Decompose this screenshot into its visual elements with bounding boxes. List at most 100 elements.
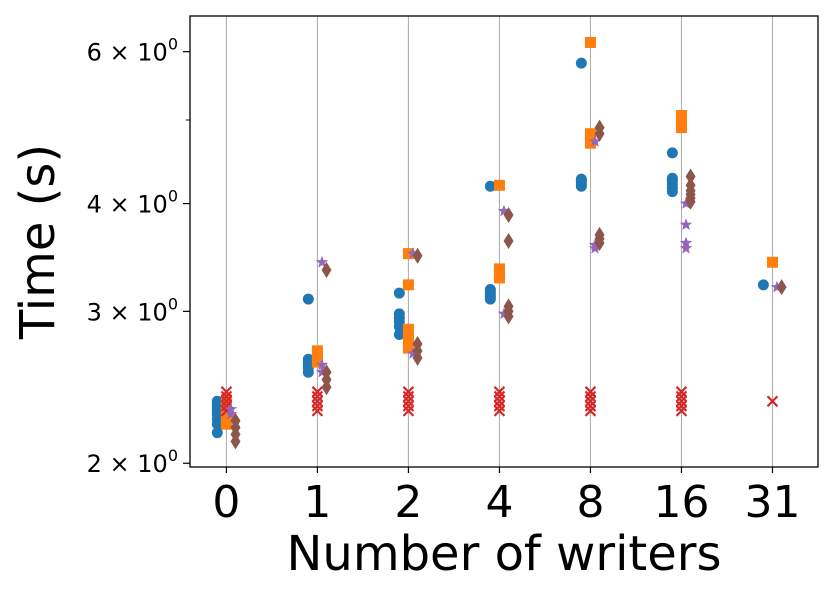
- star-point: [315, 255, 329, 268]
- x-point: [402, 390, 415, 403]
- star-point: [679, 218, 693, 230]
- diamond-point: [503, 298, 514, 315]
- x-tick-label: 16: [653, 477, 709, 528]
- diamond-point: [776, 279, 787, 296]
- x-tick-label: 0: [212, 477, 240, 528]
- x-point: [675, 386, 688, 398]
- x-point: [584, 400, 597, 412]
- square-point: [220, 411, 232, 423]
- square-point: [402, 342, 414, 354]
- square-point: [402, 248, 414, 260]
- x-point: [675, 400, 688, 412]
- square-point: [675, 110, 687, 122]
- x-axis-label: Number of writers: [286, 526, 721, 582]
- diamond-point: [685, 168, 696, 185]
- x-point: [675, 390, 688, 403]
- square-point: [675, 122, 687, 134]
- series-circle: [211, 57, 769, 439]
- square-point: [402, 323, 414, 335]
- x-point: [402, 400, 415, 412]
- x-point: [675, 395, 688, 408]
- circle-point: [757, 279, 769, 291]
- diamond-point: [594, 119, 605, 136]
- square-point: [584, 36, 596, 48]
- x-point: [311, 386, 324, 398]
- x-point: [493, 395, 506, 408]
- series-x: [220, 386, 779, 417]
- x-point: [220, 395, 233, 408]
- x-point: [766, 395, 779, 408]
- star-point: [679, 241, 693, 254]
- x-point: [584, 405, 597, 417]
- square-point: [402, 279, 414, 291]
- square-point: [402, 335, 414, 347]
- star-point: [497, 307, 511, 320]
- diamond-point: [321, 364, 332, 381]
- star-point: [679, 197, 693, 209]
- y-tick-label: 6 × 100: [87, 35, 178, 67]
- circle-point: [211, 395, 223, 407]
- circle-point: [666, 172, 678, 184]
- x-point: [675, 405, 688, 417]
- square-point: [311, 350, 323, 362]
- y-tick-label: 2 × 100: [87, 446, 178, 478]
- x-point: [493, 405, 506, 417]
- x-point: [311, 390, 324, 403]
- diamond-point: [230, 412, 241, 429]
- star-point: [588, 135, 602, 147]
- x-point: [220, 390, 233, 403]
- x-point: [493, 390, 506, 403]
- square-point: [220, 418, 232, 430]
- circle-point: [484, 284, 496, 296]
- x-point: [584, 390, 597, 403]
- circle-point: [393, 287, 405, 299]
- tick-labels: 0 1 2 4 8 16 31 2 × 100 3 × 100 4 × 100 6 × 100: [87, 35, 801, 528]
- diamond-point: [412, 247, 423, 264]
- diamond-point: [503, 206, 514, 223]
- square-point: [766, 256, 778, 268]
- square-point: [311, 345, 323, 357]
- square-point: [675, 116, 687, 128]
- square-point: [493, 179, 505, 191]
- x-point: [402, 395, 415, 408]
- x-point: [493, 386, 506, 398]
- x-tick-label: 1: [303, 477, 331, 528]
- diamond-point: [412, 335, 423, 352]
- star-point: [224, 407, 238, 420]
- series-diamond: [230, 119, 787, 450]
- square-point: [493, 263, 505, 275]
- circle-point: [393, 308, 405, 320]
- diamond-point: [685, 177, 696, 194]
- x-tick-label: 8: [576, 477, 604, 528]
- square-point: [584, 128, 596, 140]
- x-point: [584, 395, 597, 408]
- data-points: [211, 36, 787, 450]
- x-point: [584, 386, 597, 398]
- x-tick-label: 2: [394, 477, 422, 528]
- circle-point: [393, 329, 405, 341]
- y-tick-label: 4 × 100: [87, 187, 178, 219]
- x-point: [311, 395, 324, 408]
- x-point: [220, 386, 233, 398]
- star-point: [224, 402, 238, 415]
- y-axis-label: Time (s): [10, 144, 66, 340]
- diamond-point: [503, 232, 514, 249]
- x-tick-label: 31: [744, 477, 800, 528]
- x-point: [311, 400, 324, 412]
- circle-point: [302, 353, 314, 365]
- x-tick-label: 4: [485, 477, 513, 528]
- diamond-point: [321, 262, 332, 279]
- x-point: [311, 405, 324, 417]
- y-tick-label: 3 × 100: [87, 294, 178, 326]
- plot-frame: [189, 15, 819, 468]
- circle-point: [302, 293, 314, 305]
- star-point: [315, 358, 329, 371]
- square-point: [220, 394, 232, 406]
- x-point: [493, 400, 506, 412]
- star-point: [497, 204, 511, 217]
- circle-point: [211, 427, 223, 439]
- star-point: [588, 238, 602, 251]
- star-point: [406, 347, 420, 359]
- circle-point: [575, 57, 587, 69]
